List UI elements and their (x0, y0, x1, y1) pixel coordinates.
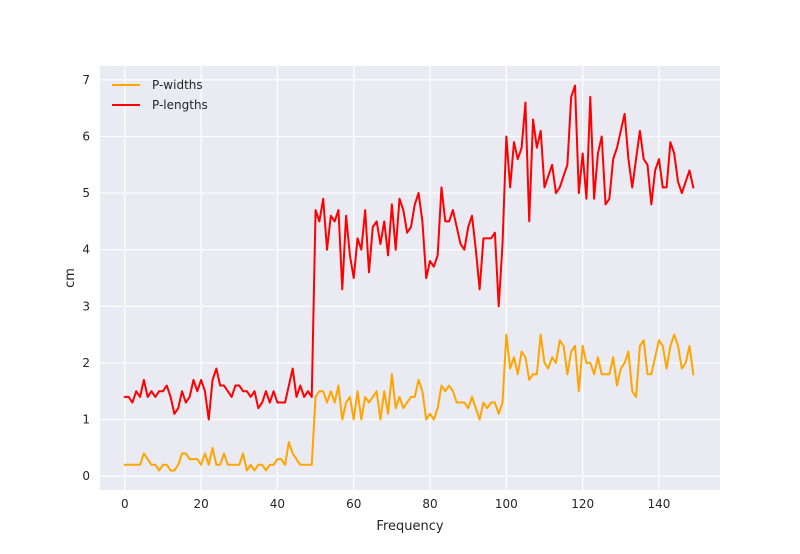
x-tick-label: 140 (648, 497, 671, 511)
plot-background (100, 66, 720, 490)
x-tick-label: 0 (121, 497, 129, 511)
y-tick-label: 6 (82, 129, 90, 143)
y-axis-label: cm (63, 268, 78, 288)
x-tick-label: 120 (571, 497, 594, 511)
x-tick-label: 80 (422, 497, 437, 511)
x-tick-label: 40 (270, 497, 285, 511)
legend-label: P-lengths (152, 98, 208, 112)
x-tick-label: 100 (495, 497, 518, 511)
y-tick-label: 0 (82, 469, 90, 483)
x-axis-label: Frequency (376, 519, 443, 534)
y-tick-label: 5 (82, 186, 90, 200)
x-tick-labels: 0 20 40 60 80 100 120 140 (121, 497, 670, 511)
y-tick-label: 3 (82, 299, 90, 313)
legend: P-widths P-lengths (112, 78, 208, 112)
y-tick-label: 4 (82, 243, 90, 257)
legend-label: P-widths (152, 78, 203, 92)
series-line-p-widths (123, 333, 695, 472)
y-tick-label: 7 (82, 73, 90, 87)
y-tick-label: 1 (82, 413, 90, 427)
series-lines (123, 84, 695, 472)
x-tick-label: 60 (346, 497, 361, 511)
y-tick-label: 2 (82, 356, 90, 370)
y-tick-labels: 0 1 2 3 4 5 6 7 (82, 73, 90, 483)
x-tick-label: 20 (193, 497, 208, 511)
series-line-p-lengths (123, 84, 695, 421)
